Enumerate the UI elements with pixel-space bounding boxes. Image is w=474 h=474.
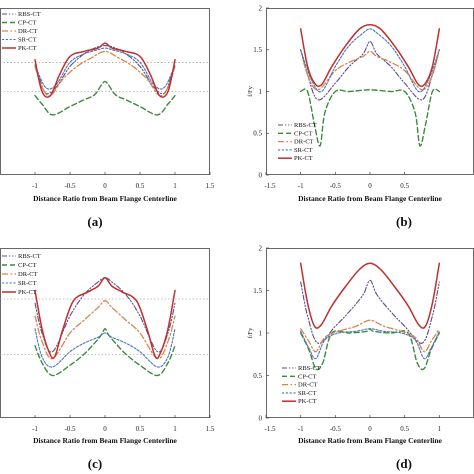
x-tick-label: 0.5 bbox=[136, 182, 145, 190]
legend-label-dr-ct: DR-CT bbox=[18, 271, 38, 278]
panel-caption: (b) bbox=[396, 214, 412, 229]
series-line-pk-ct bbox=[299, 262, 441, 329]
chart-panel-2: 0 0.5 1 1.5 2 f/Fy -1.5 -1 -0.5 0 0.5 Distance Rati… bbox=[247, 4, 474, 229]
legend-label-pk-ct: PK-CT bbox=[18, 45, 37, 52]
x-tick-label: 0 bbox=[103, 425, 107, 433]
series-line-dr-ct bbox=[300, 49, 440, 91]
x-tick-label: -0.5 bbox=[64, 425, 76, 433]
legend-label-sr-ct: SR-CT bbox=[18, 37, 36, 44]
y-tick-label: 1 bbox=[259, 88, 263, 96]
x-axis-label: Distance Ratio from Beam Flange Centerli… bbox=[33, 436, 177, 445]
x-tick-label: 1 bbox=[173, 425, 177, 433]
y-axis-label: f/Fy bbox=[247, 327, 254, 339]
y-tick-label: 2 bbox=[259, 4, 263, 12]
x-tick-label: 0 bbox=[103, 182, 107, 190]
y-tick-label: 1.5 bbox=[253, 46, 262, 54]
x-axis-label: Distance Ratio from Beam Flange Centerli… bbox=[298, 194, 442, 203]
legend-label-sr-ct: SR-CT bbox=[294, 147, 312, 154]
x-tick-label: 0 bbox=[368, 182, 372, 190]
series-line-cp-ct bbox=[299, 88, 441, 147]
x-tick-label: -1 bbox=[32, 182, 38, 190]
legend-label-cp-ct: CP-CT bbox=[294, 130, 312, 137]
x-tick-label: 1 bbox=[438, 425, 442, 433]
series-line-dr-ct bbox=[300, 319, 440, 353]
legend-label-rbs-ct: RBS-CT bbox=[18, 11, 41, 18]
legend-label-dr-ct: DR-CT bbox=[18, 28, 38, 35]
x-tick-label: 0 bbox=[368, 425, 372, 433]
y-tick-label: 1 bbox=[259, 329, 263, 337]
series-line-dr-ct bbox=[34, 50, 176, 97]
y-tick-label: 0 bbox=[259, 171, 263, 179]
y-tick-label: 2 bbox=[259, 244, 263, 252]
series-line-cp-ct bbox=[34, 328, 176, 377]
x-tick-label: -0.5 bbox=[330, 425, 342, 433]
legend-label-dr-ct: DR-CT bbox=[298, 382, 318, 389]
legend: RBS-CT CP-CT DR-CT SR-CT PK-CT bbox=[2, 253, 41, 296]
chart-panel-1: -1 -0.5 0 0.5 1 1.5 Distance Ratio from Beam F… bbox=[0, 8, 215, 229]
x-tick-label: 1.5 bbox=[206, 182, 215, 190]
x-tick-label: -1 bbox=[298, 182, 304, 190]
y-axis-label: f/Fy bbox=[247, 85, 254, 97]
chart-panel-4: 0 0.5 1 1.5 2 f/Fy -1.5 -1 -0.5 0 0.5 1 Distance Rat… bbox=[247, 244, 474, 471]
series-line-cp-ct bbox=[34, 80, 176, 116]
series-line-pk-ct bbox=[299, 23, 441, 88]
x-tick-label: -1 bbox=[298, 425, 304, 433]
legend-label-dr-ct: DR-CT bbox=[294, 139, 314, 146]
series-line-rbs-ct bbox=[34, 277, 176, 353]
x-tick-label: 0.5 bbox=[400, 182, 409, 190]
y-tick-label: 0 bbox=[259, 414, 263, 422]
x-tick-label: 0.5 bbox=[400, 425, 409, 433]
legend-label-cp-ct: CP-CT bbox=[18, 20, 36, 27]
series-line-cp-ct bbox=[299, 328, 441, 371]
series-line-rbs-ct bbox=[300, 279, 440, 344]
x-tick-label: -0.5 bbox=[330, 182, 342, 190]
x-tick-label: -1 bbox=[32, 425, 38, 433]
legend-label-rbs-ct: RBS-CT bbox=[294, 122, 317, 129]
x-tick-label: 0.5 bbox=[136, 425, 145, 433]
legend-label-sr-ct: SR-CT bbox=[298, 390, 316, 397]
panel-caption: (a) bbox=[87, 214, 102, 229]
panel-caption: (c) bbox=[88, 456, 102, 471]
x-tick-label: 1 bbox=[173, 182, 177, 190]
x-axis-label: Distance Ratio from Beam Flange Centerli… bbox=[298, 436, 442, 445]
x-tick-label: -0.5 bbox=[64, 182, 76, 190]
x-tick-label: 1.5 bbox=[206, 425, 215, 433]
legend-label-sr-ct: SR-CT bbox=[18, 280, 36, 287]
legend-label-pk-ct: PK-CT bbox=[294, 155, 313, 162]
legend-label-pk-ct: PK-CT bbox=[18, 289, 37, 296]
series-line-rbs-ct bbox=[300, 40, 440, 101]
series-line-sr-ct bbox=[34, 328, 176, 368]
legend-label-cp-ct: CP-CT bbox=[298, 373, 316, 380]
x-tick-label: -1.5 bbox=[264, 425, 276, 433]
y-tick-label: 1.5 bbox=[253, 287, 262, 295]
y-tick-label: 0.5 bbox=[253, 130, 262, 138]
chart-panel-3: -1 -0.5 0 0.5 1 1.5 Distance Ratio from Beam F… bbox=[0, 248, 215, 471]
legend-label-rbs-ct: RBS-CT bbox=[18, 253, 41, 260]
series-line-pk-ct bbox=[34, 277, 176, 360]
legend-label-cp-ct: CP-CT bbox=[18, 262, 36, 269]
series-line-rbs-ct bbox=[34, 45, 176, 95]
series-line-pk-ct bbox=[34, 42, 176, 98]
legend-label-pk-ct: PK-CT bbox=[298, 398, 317, 405]
series-line-dr-ct bbox=[34, 300, 176, 360]
y-tick-label: 0.5 bbox=[253, 372, 262, 380]
series-line-sr-ct bbox=[300, 28, 440, 93]
panel-caption: (d) bbox=[396, 456, 412, 471]
legend-label-rbs-ct: RBS-CT bbox=[298, 365, 321, 372]
series-line-sr-ct bbox=[300, 328, 440, 360]
x-axis-label: Distance Ratio from Beam Flange Centerli… bbox=[33, 194, 177, 203]
x-tick-label: -1.5 bbox=[264, 182, 276, 190]
